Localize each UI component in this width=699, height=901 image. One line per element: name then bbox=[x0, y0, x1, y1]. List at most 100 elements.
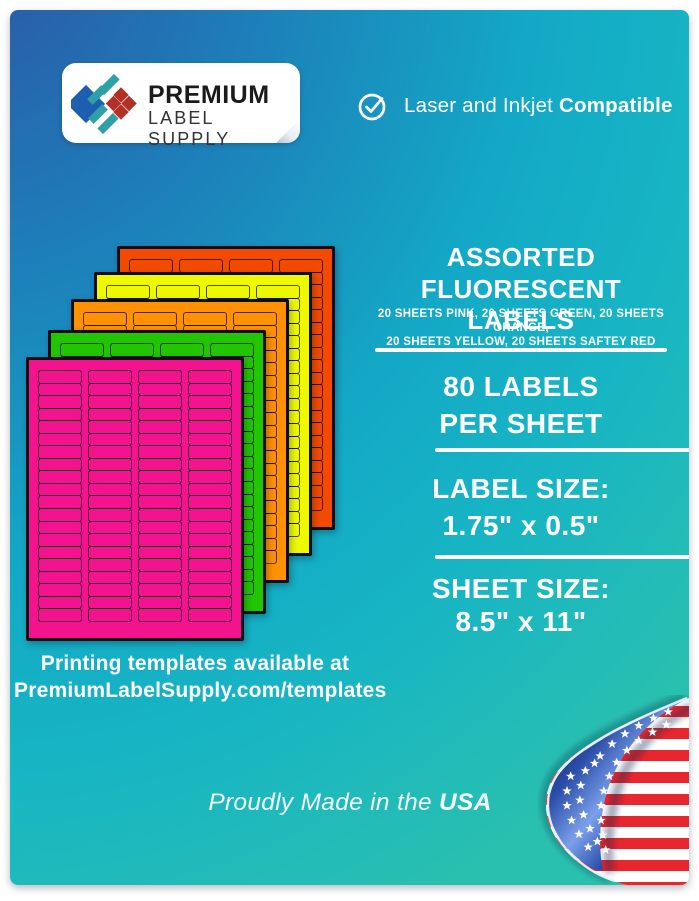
blank-label bbox=[188, 595, 232, 610]
blank-label bbox=[129, 259, 173, 273]
blank-label bbox=[88, 382, 132, 397]
compatibility-text: Laser and Inkjet Compatible bbox=[404, 94, 673, 118]
blank-label bbox=[138, 395, 182, 409]
blank-label bbox=[38, 407, 82, 422]
blank-label bbox=[138, 583, 182, 597]
blank-label bbox=[88, 407, 132, 422]
blank-label bbox=[110, 343, 154, 357]
brand-name-line1: PREMIUM bbox=[148, 81, 270, 109]
blank-label bbox=[188, 407, 232, 422]
blank-label bbox=[188, 533, 232, 547]
blank-label bbox=[188, 520, 232, 535]
blank-label bbox=[88, 545, 132, 560]
label-size-value: 1.75" x 0.5" bbox=[442, 510, 600, 541]
blank-label bbox=[88, 595, 132, 610]
blank-label bbox=[83, 312, 127, 326]
blank-label bbox=[38, 583, 82, 597]
templates-note-line1: Printing templates available at bbox=[40, 652, 350, 675]
blank-label bbox=[38, 545, 82, 560]
product-card: PREMIUM LABEL SUPPLY Laser and Inkjet Co… bbox=[10, 10, 689, 885]
usa-flag-page-curl-icon bbox=[540, 695, 689, 885]
blank-label bbox=[188, 508, 232, 522]
blank-label bbox=[38, 470, 82, 484]
blank-label bbox=[279, 259, 323, 273]
blank-label bbox=[138, 382, 182, 397]
blank-label bbox=[138, 457, 182, 472]
blank-label bbox=[188, 495, 232, 510]
blank-label bbox=[188, 608, 232, 622]
blank-label bbox=[138, 407, 182, 422]
blank-label bbox=[188, 395, 232, 409]
made-in-usa-bold: USA bbox=[439, 789, 492, 816]
blank-label bbox=[88, 608, 132, 622]
label-sheet-pink bbox=[26, 357, 244, 641]
blank-label bbox=[88, 457, 132, 472]
blank-label bbox=[38, 595, 82, 610]
blank-label bbox=[88, 533, 132, 547]
blank-label bbox=[188, 370, 232, 384]
blank-label bbox=[88, 570, 132, 585]
compatibility-text-bold: Compatible bbox=[558, 94, 673, 117]
blank-label bbox=[88, 583, 132, 597]
blank-label bbox=[138, 533, 182, 547]
brand-name: PREMIUM LABEL SUPPLY bbox=[148, 82, 300, 150]
label-column bbox=[88, 370, 132, 622]
templates-note-line2: PremiumLabelSupply.com/templates bbox=[14, 678, 387, 702]
blank-label bbox=[106, 285, 150, 299]
blank-label bbox=[179, 259, 223, 273]
blank-label bbox=[88, 520, 132, 535]
blank-label bbox=[88, 482, 132, 497]
blank-label bbox=[138, 445, 182, 459]
blank-label bbox=[88, 558, 132, 572]
blank-label bbox=[138, 420, 182, 434]
made-in-usa-text: Proudly Made in the USA bbox=[150, 789, 550, 817]
divider bbox=[435, 555, 689, 559]
blank-label bbox=[38, 382, 82, 397]
label-column bbox=[188, 370, 232, 622]
blank-label bbox=[188, 482, 232, 497]
blank-label bbox=[38, 420, 82, 434]
templates-note: Printing templates available at PremiumL… bbox=[14, 651, 387, 704]
blank-label bbox=[38, 608, 82, 622]
label-column bbox=[38, 370, 82, 622]
blank-label bbox=[38, 395, 82, 409]
blank-label bbox=[138, 608, 182, 622]
blank-label bbox=[138, 482, 182, 497]
labels-per-sheet-line1: 80 LABELS bbox=[443, 371, 599, 402]
labels-per-sheet-line2: PER SHEET bbox=[439, 408, 603, 439]
blank-label bbox=[60, 343, 104, 357]
divider bbox=[375, 348, 667, 352]
blank-label bbox=[160, 343, 204, 357]
blank-label bbox=[183, 312, 227, 326]
blank-label bbox=[88, 508, 132, 522]
compatibility-text-regular: Laser and Inkjet bbox=[404, 94, 559, 117]
blank-label bbox=[138, 470, 182, 484]
blank-label bbox=[138, 495, 182, 510]
blank-label bbox=[88, 495, 132, 510]
title-line2: FLUORESCENT LABELS bbox=[420, 274, 622, 335]
blank-label bbox=[88, 395, 132, 409]
check-circle-icon bbox=[358, 93, 386, 121]
blank-label bbox=[210, 343, 254, 357]
blank-label bbox=[229, 259, 273, 273]
sheet-stack bbox=[10, 10, 689, 885]
sheet-size-heading: SHEET SIZE: bbox=[431, 573, 611, 604]
blank-label bbox=[38, 482, 82, 497]
sheet-size-value: 8.5" x 11" bbox=[455, 606, 587, 637]
blank-label bbox=[188, 432, 232, 447]
blank-label bbox=[156, 285, 200, 299]
brand-diamond-icon bbox=[71, 73, 137, 135]
blank-label bbox=[38, 570, 82, 585]
blank-label bbox=[188, 382, 232, 397]
blank-label bbox=[188, 445, 232, 459]
compatibility-row: Laser and Inkjet Compatible bbox=[357, 90, 673, 122]
blank-label bbox=[188, 545, 232, 560]
blank-label bbox=[138, 370, 182, 384]
blank-label bbox=[38, 432, 82, 447]
blank-label bbox=[38, 370, 82, 384]
blank-label bbox=[188, 457, 232, 472]
blank-label bbox=[138, 432, 182, 447]
page-fold-icon bbox=[276, 119, 300, 143]
blank-label bbox=[188, 570, 232, 585]
